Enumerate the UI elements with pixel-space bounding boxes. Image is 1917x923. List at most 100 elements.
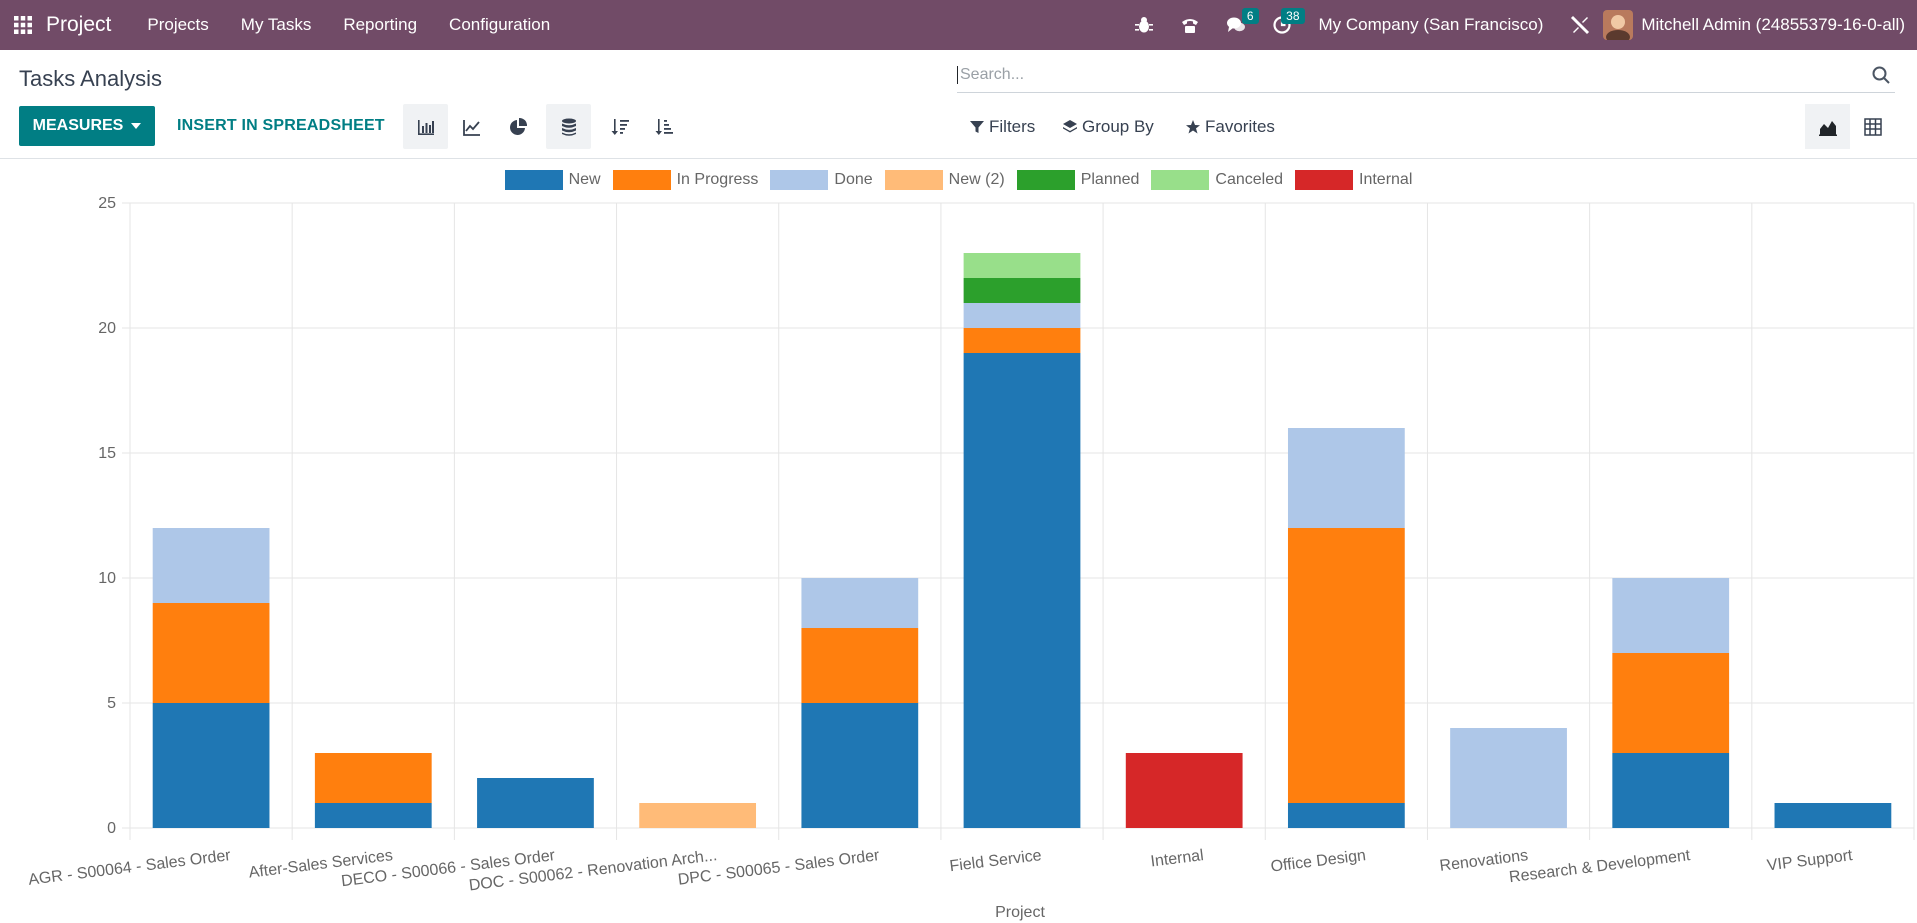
bar-segment xyxy=(639,803,757,828)
messages-badge: 6 xyxy=(1241,8,1259,24)
pie-chart-icon xyxy=(509,117,527,135)
legend-swatch xyxy=(884,170,943,190)
legend-label: New xyxy=(568,171,601,188)
bar-segment xyxy=(963,303,1081,328)
x-tick-label: Internal xyxy=(1150,847,1205,870)
phone-icon[interactable] xyxy=(1167,0,1213,50)
bar-segment xyxy=(1450,728,1567,828)
menu-configuration[interactable]: Configuration xyxy=(449,15,551,34)
x-tick-label: AGR - S00064 - Sales Order xyxy=(27,847,232,889)
bar-segment xyxy=(963,328,1081,353)
stacked-button[interactable] xyxy=(546,104,591,149)
bar-segment xyxy=(1774,803,1892,828)
legend-item[interactable]: Canceled xyxy=(1151,170,1283,190)
legend-swatch xyxy=(504,170,563,190)
bar-segment xyxy=(314,753,432,803)
bar-segment xyxy=(1125,753,1243,828)
user-avatar xyxy=(1603,10,1634,40)
bar-segment xyxy=(1287,528,1405,803)
legend-swatch xyxy=(1151,170,1210,190)
legend-item[interactable]: Done xyxy=(770,170,873,190)
star-icon xyxy=(1186,120,1200,134)
x-tick-label: Research & Development xyxy=(1508,847,1692,886)
legend-label: Canceled xyxy=(1215,171,1284,188)
bar-chart-icon xyxy=(417,119,434,135)
y-tick-label: 15 xyxy=(98,445,116,462)
bar-segment xyxy=(1612,578,1730,653)
pivot-view-button[interactable] xyxy=(1850,104,1895,149)
legend-item[interactable]: New xyxy=(504,170,601,190)
bar-segment xyxy=(963,253,1081,278)
y-tick-label: 25 xyxy=(98,195,116,212)
filters-label: Filters xyxy=(989,117,1036,136)
bar-segment xyxy=(801,578,919,628)
y-tick-label: 5 xyxy=(107,695,116,712)
legend-item[interactable]: In Progress xyxy=(612,170,758,190)
user-menu[interactable]: Mitchell Admin (24855379-16-0-all) xyxy=(1603,10,1917,40)
bar-segment xyxy=(1287,428,1405,528)
table-icon xyxy=(1863,117,1882,136)
layers-icon xyxy=(1063,120,1077,133)
bar-segment xyxy=(1612,653,1730,753)
chart-area: New In Progress Done New (2) Planned Canceled… xyxy=(0,160,1917,923)
stacked-database-icon xyxy=(561,118,576,136)
debug-tools-icon[interactable] xyxy=(1557,0,1603,50)
group-by-label: Group By xyxy=(1082,117,1154,136)
x-axis-label: Project xyxy=(995,904,1045,921)
area-chart-icon xyxy=(1818,120,1837,136)
top-navbar: Project Projects My Tasks Reporting Conf… xyxy=(0,0,1917,50)
bar-segment xyxy=(314,803,432,828)
legend-swatch xyxy=(612,170,671,190)
legend-item[interactable]: Internal xyxy=(1295,170,1412,190)
menu-my-tasks[interactable]: My Tasks xyxy=(240,15,312,34)
bar-chart-button[interactable] xyxy=(403,104,448,149)
apps-menu-icon[interactable] xyxy=(0,0,46,50)
sort-descending-button[interactable] xyxy=(597,104,642,149)
bug-icon[interactable] xyxy=(1121,0,1167,50)
sort-ascending-icon xyxy=(655,118,673,135)
search-input[interactable] xyxy=(957,65,1857,84)
measures-label: MEASURES xyxy=(32,117,124,134)
graph-view-button[interactable] xyxy=(1805,104,1850,149)
legend-label: Done xyxy=(834,171,873,188)
bar-segment xyxy=(801,703,919,828)
search-icon[interactable] xyxy=(1871,65,1891,85)
legend-item[interactable]: Planned xyxy=(1016,170,1140,190)
favorites-label: Favorites xyxy=(1205,117,1275,136)
activities-clock-icon[interactable]: 38 xyxy=(1259,0,1305,50)
menu-reporting[interactable]: Reporting xyxy=(343,15,418,34)
legend-swatch xyxy=(1295,170,1354,190)
legend-label: Planned xyxy=(1080,171,1140,188)
favorites-button[interactable]: Favorites xyxy=(1185,110,1275,144)
group-by-button[interactable]: Group By xyxy=(1062,110,1154,144)
x-tick-label: Field Service xyxy=(949,847,1043,875)
y-tick-label: 0 xyxy=(107,820,116,837)
filters-button[interactable]: Filters xyxy=(969,110,1035,144)
x-tick-label: Office Design xyxy=(1270,847,1367,876)
bar-segment xyxy=(152,703,270,828)
line-chart-button[interactable] xyxy=(449,104,494,149)
sort-ascending-button[interactable] xyxy=(641,104,686,149)
company-switcher[interactable]: My Company (San Francisco) xyxy=(1318,15,1544,34)
pie-chart-button[interactable] xyxy=(495,104,540,149)
legend-label: Internal xyxy=(1359,171,1413,188)
menu-projects[interactable]: Projects xyxy=(147,15,209,34)
control-panel-divider xyxy=(0,158,1917,159)
legend-swatch xyxy=(1016,170,1075,190)
legend-item[interactable]: New (2) xyxy=(884,170,1005,190)
legend-label: New (2) xyxy=(948,171,1005,188)
bar-segment xyxy=(963,353,1081,828)
search-bar xyxy=(957,57,1895,93)
bar-segment xyxy=(477,778,594,828)
app-brand[interactable]: Project xyxy=(46,13,112,36)
activities-badge: 38 xyxy=(1281,8,1305,24)
insert-in-spreadsheet-button[interactable]: INSERT IN SPREADSHEET xyxy=(177,117,385,134)
chart-legend: New In Progress Done New (2) Planned Canceled… xyxy=(0,170,1917,190)
x-tick-label: VIP Support xyxy=(1766,847,1854,874)
y-tick-label: 10 xyxy=(98,570,116,587)
sort-descending-icon xyxy=(611,118,629,135)
caret-down-icon xyxy=(131,123,142,129)
measures-button[interactable]: MEASURES xyxy=(19,106,155,146)
messages-icon[interactable]: 6 xyxy=(1213,0,1259,50)
